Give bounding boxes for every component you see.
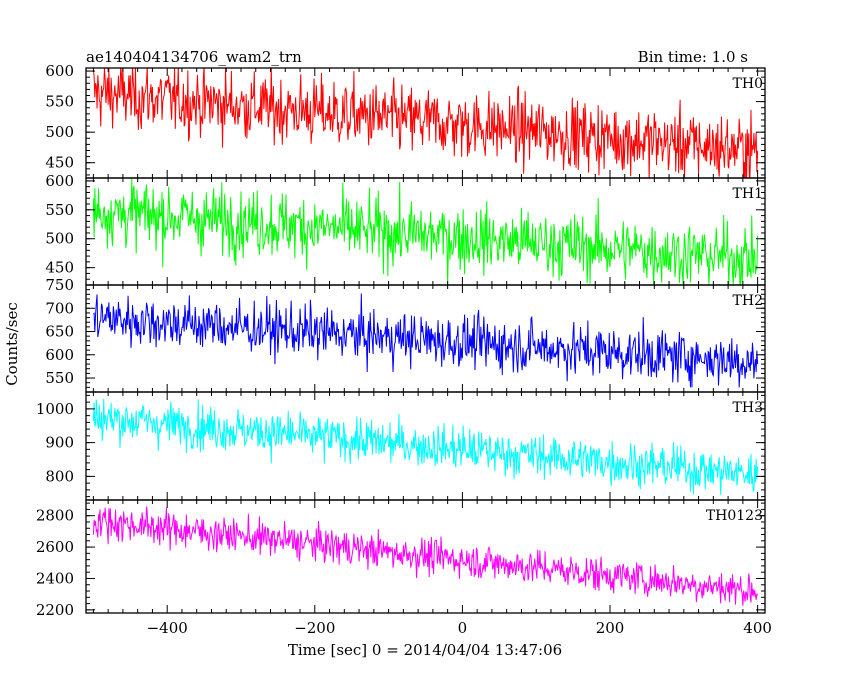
panel-th1: 450 500 550 600 TH1 <box>45 172 766 286</box>
series-line-th2 <box>93 293 759 388</box>
x-tick-label: 400 <box>743 619 772 637</box>
y-tick-label: 600 <box>45 346 74 364</box>
x-axis-title: Time [sec] 0 = 2014/04/04 13:47:06 <box>288 641 562 659</box>
series-line-th1 <box>92 178 759 285</box>
panels-group: 450 500 550 600 TH0 450 500 550 600 TH1 550 600 650 7… <box>36 62 766 619</box>
y-tick-label: 650 <box>45 323 74 341</box>
x-tick-label: −200 <box>294 619 335 637</box>
y-tick-label: 700 <box>45 299 74 317</box>
y-tick-label: 450 <box>45 154 74 172</box>
x-tick-label: 0 <box>458 619 468 637</box>
y-tick-label: 900 <box>45 434 74 452</box>
y-tick-label: 600 <box>45 62 74 80</box>
y-tick-label: 550 <box>45 201 74 219</box>
panel-label-th2: TH2 <box>733 293 763 309</box>
y-tick-label: 800 <box>45 467 74 485</box>
chart-title: ae140404134706_wam2_trn <box>86 48 302 66</box>
y-tick-label: 550 <box>45 369 74 387</box>
bin-time-label: Bin time: 1.0 s <box>638 48 748 66</box>
y-tick-label: 500 <box>45 230 74 248</box>
panel-th0: 450 500 550 600 TH0 <box>45 62 766 179</box>
panel-label-th0: TH0 <box>733 76 763 92</box>
panel-frame <box>85 499 766 614</box>
y-tick-label: 2800 <box>36 507 74 525</box>
y-tick-label: 2600 <box>36 538 74 556</box>
panel-th0123: 2200 2400 2600 2800 TH0123 <box>36 499 766 619</box>
y-tick-label: 600 <box>45 172 74 190</box>
y-tick-label: 2200 <box>36 601 74 619</box>
panel-label-th0123: TH0123 <box>706 508 763 524</box>
y-tick-label: 550 <box>45 93 74 111</box>
panel-th3: 800 900 1000 TH3 <box>36 391 766 501</box>
series-line-th0123 <box>92 506 759 606</box>
series-line-th0 <box>92 68 759 178</box>
x-tick-label: 200 <box>596 619 625 637</box>
panel-label-th1: TH1 <box>733 186 763 202</box>
y-tick-label: 1000 <box>36 400 74 418</box>
panel-th2: 550 600 650 700 750 TH2 <box>45 276 766 393</box>
x-tick-label: −400 <box>147 619 188 637</box>
y-tick-label: 450 <box>45 259 74 277</box>
y-tick-label: 2400 <box>36 569 74 587</box>
y-tick-label: 500 <box>45 123 74 141</box>
panel-label-th3: TH3 <box>733 400 763 416</box>
y-axis-title: Counts/sec <box>3 302 21 386</box>
series-line-th3 <box>92 398 759 495</box>
y-tick-label: 750 <box>45 276 74 294</box>
